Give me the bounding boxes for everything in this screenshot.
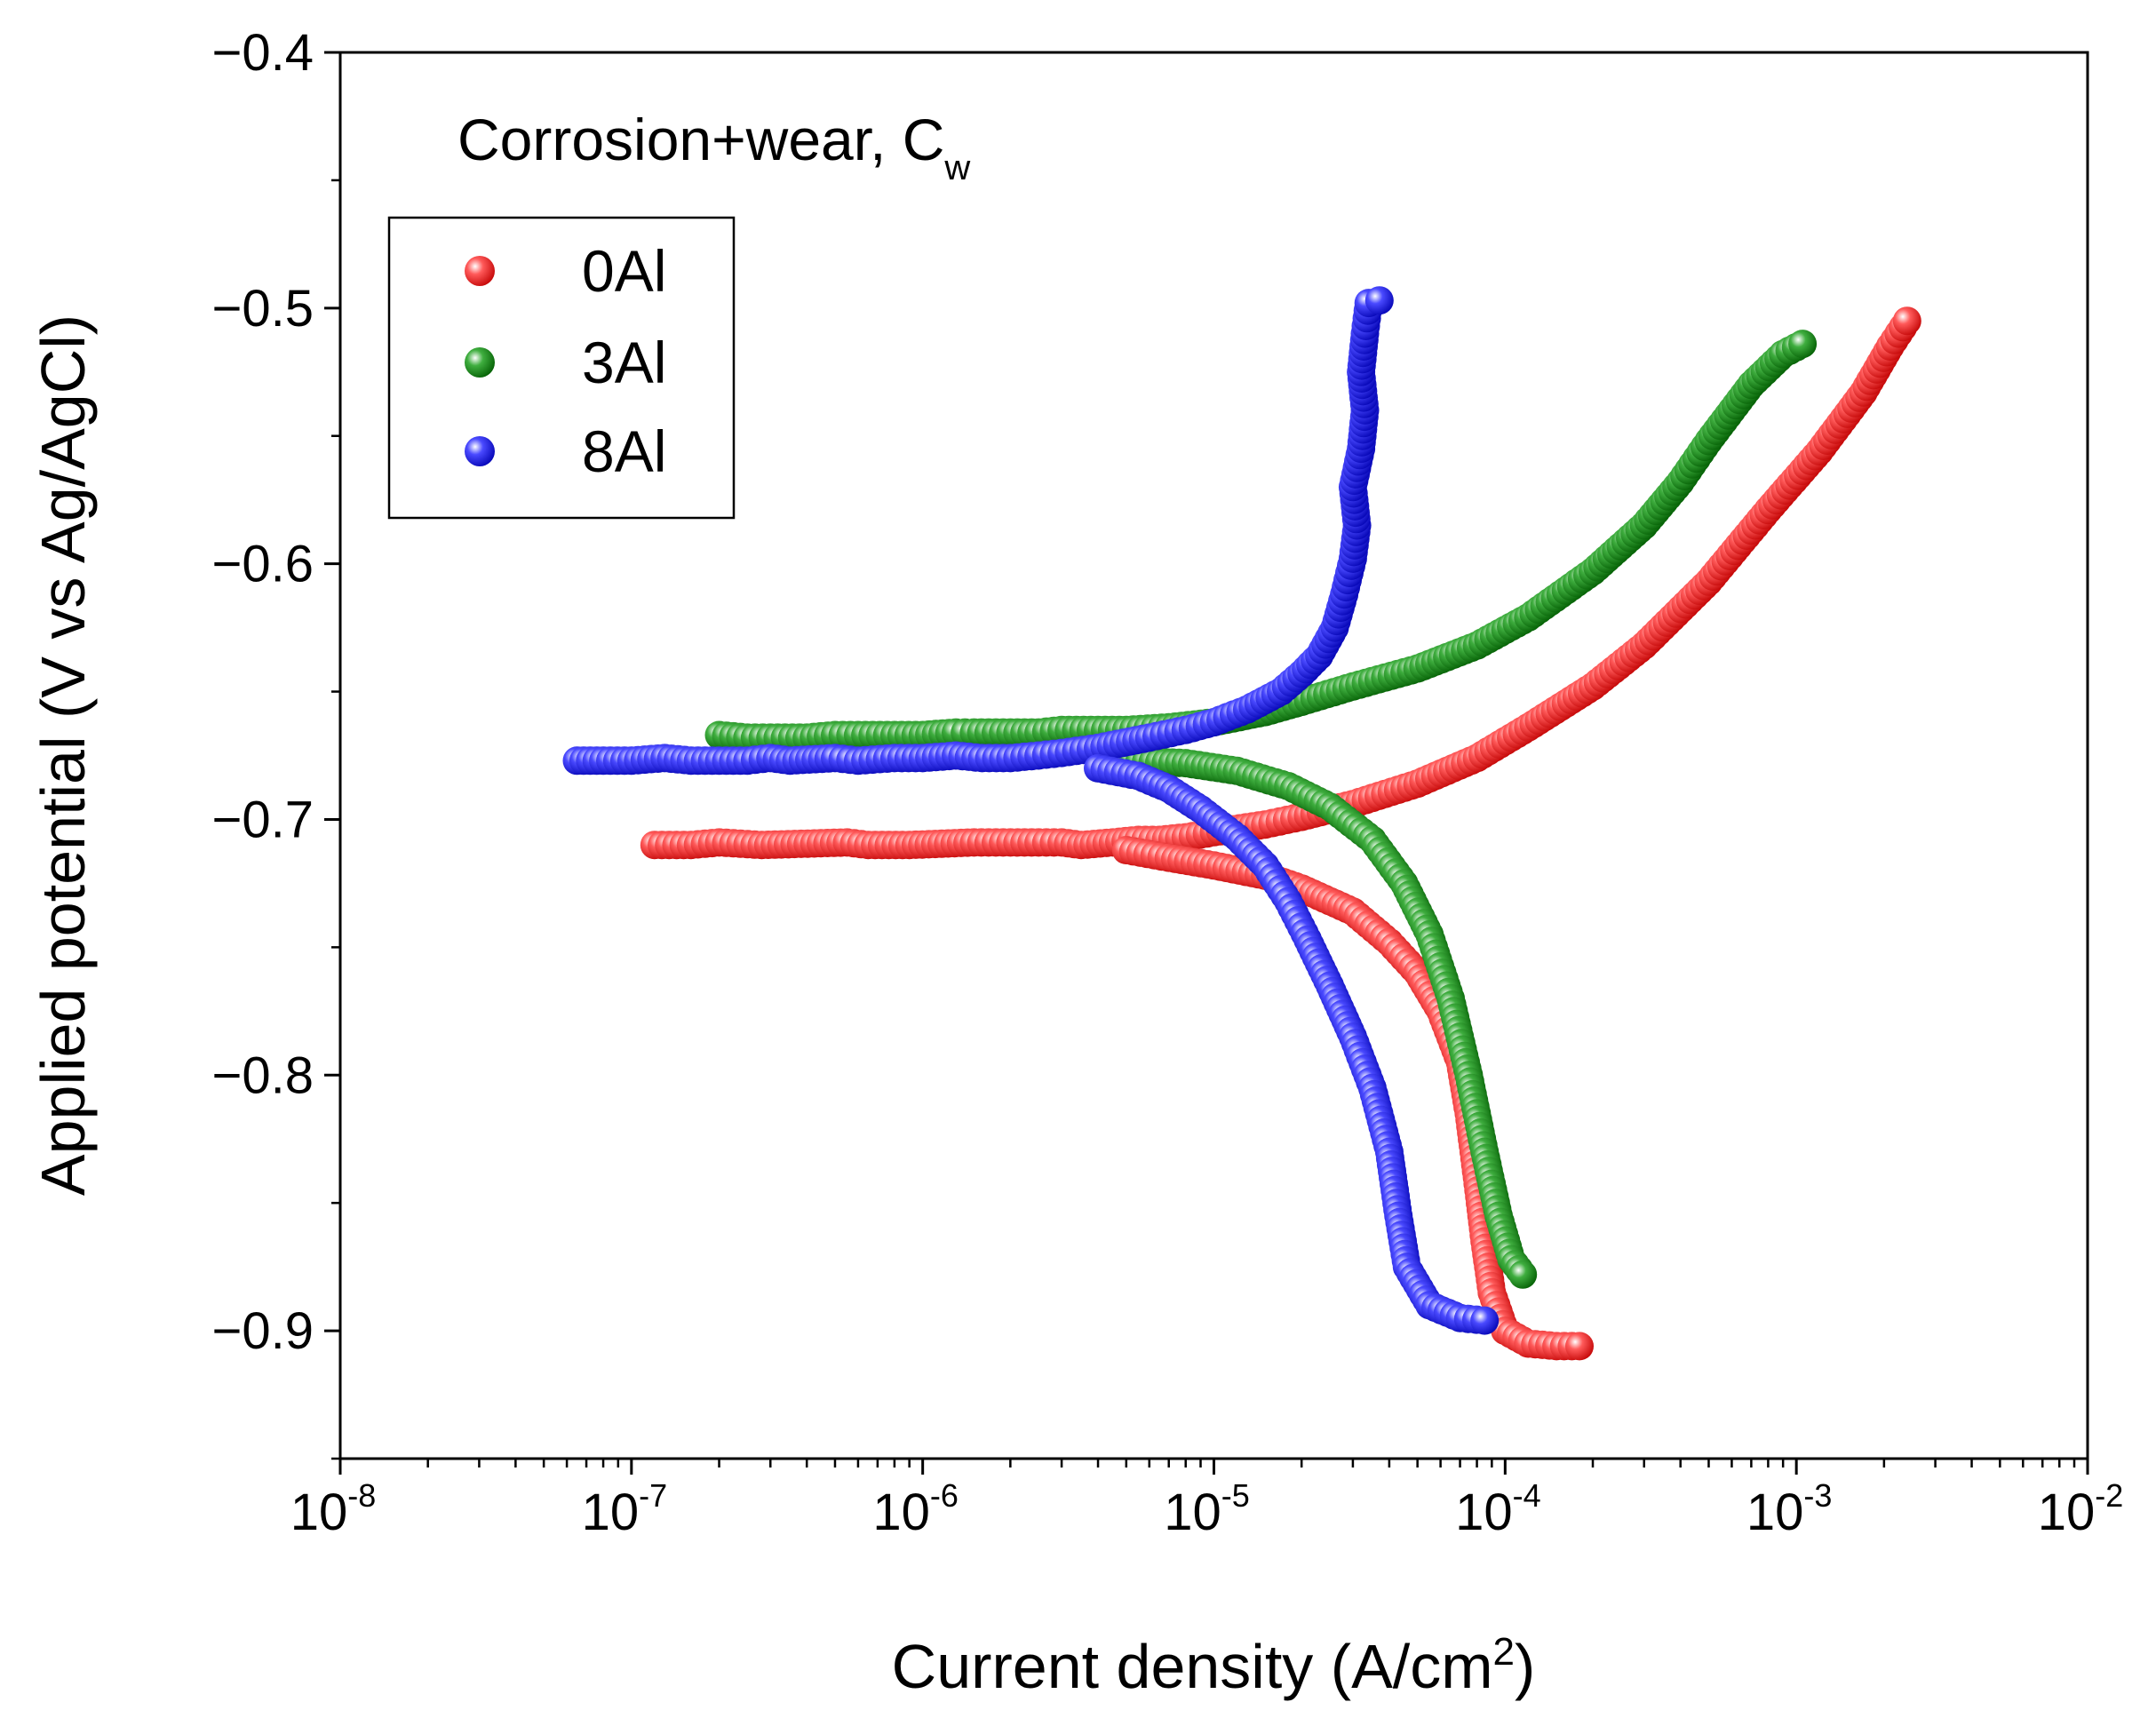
x-tick-base: 10 [1164,1483,1221,1541]
y-tick-label: −0.8 [212,1046,314,1104]
x-tick-exponent: -5 [1221,1477,1250,1514]
data-point-3Al [1508,1260,1538,1289]
annotation-subscript: w [943,148,970,187]
series-3Al [704,330,1818,1289]
legend-marker-8Al [465,436,495,466]
series-0Al [640,306,1921,1361]
chart-annotation: Corrosion+wear, Cw [457,107,970,187]
y-tick-label: −0.4 [212,24,314,82]
x-tick-exponent: -8 [347,1477,376,1514]
data-point-8Al [1364,286,1394,315]
x-tick-base: 10 [1746,1483,1804,1541]
x-tick-label: 10-8 [290,1477,377,1541]
x-axis: 10-8 10-7 10-6 10-5 10-4 10-3 10-2 [290,1459,2124,1541]
x-tick-label: 10-5 [1164,1477,1250,1541]
legend-item-0Al: 0Al [465,238,666,304]
legend-box [387,216,736,520]
legend-marker-3Al [465,347,495,378]
data-point-0Al [1565,1332,1594,1361]
x-tick-exponent: -3 [1803,1477,1832,1514]
x-tick-base: 10 [1455,1483,1513,1541]
series-8Al [562,286,1500,1335]
legend-item-3Al: 3Al [465,330,666,395]
x-tick-label: 10-3 [1746,1477,1833,1541]
x-axis-title-superscript: 2 [1493,1630,1515,1674]
data-point-8Al [1470,1306,1500,1335]
x-tick-label: 10-7 [582,1477,668,1541]
data-point-0Al [1892,306,1921,336]
legend: 0Al 3Al 8Al [387,216,736,520]
data-points [562,286,1921,1361]
y-axis: −0.4 −0.5 −0.6 −0.7 −0.8 −0.9 [212,24,340,1460]
y-tick-label: −0.7 [212,791,314,848]
y-tick-label: −0.6 [212,536,314,593]
y-tick-label: −0.9 [212,1302,314,1360]
x-tick-base: 10 [582,1483,640,1541]
y-axis-title: Applied potential (V vs Ag/AgCl) [28,314,98,1196]
x-tick-label: 10-2 [2038,1477,2124,1541]
legend-label-0Al: 0Al [582,238,666,304]
legend-label-3Al: 3Al [582,330,666,395]
x-tick-label: 10-4 [1455,1477,1541,1541]
x-axis-title: Current density (A/cm2) [892,1630,1536,1701]
x-tick-base: 10 [2038,1483,2096,1541]
legend-marker-0Al [465,256,495,286]
x-tick-exponent: -7 [639,1477,667,1514]
x-tick-exponent: -4 [1513,1477,1541,1514]
legend-item-8Al: 8Al [465,418,666,484]
x-tick-exponent: -2 [2095,1477,2123,1514]
x-tick-label: 10-6 [872,1477,959,1541]
data-point-3Al [1788,330,1818,359]
x-axis-title-suffix: ) [1515,1632,1535,1701]
x-tick-base: 10 [872,1483,930,1541]
y-tick-label: −0.5 [212,280,314,338]
x-tick-base: 10 [290,1483,348,1541]
x-tick-exponent: -6 [930,1477,959,1514]
legend-label-8Al: 8Al [582,418,666,484]
